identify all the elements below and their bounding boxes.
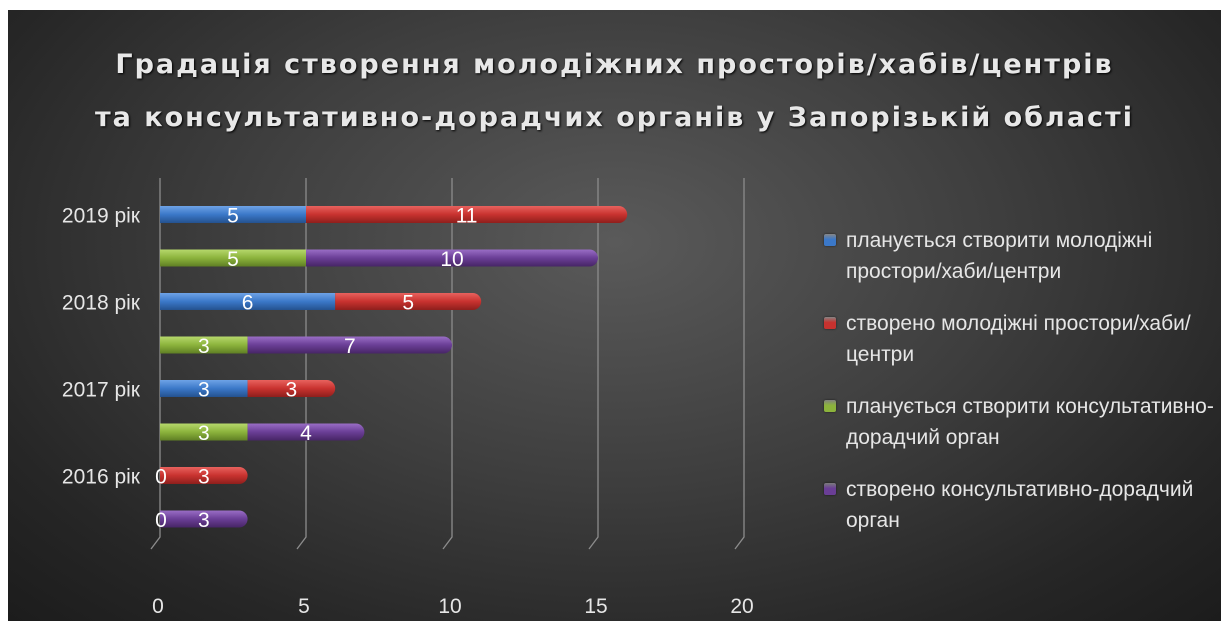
- legend: планується створити молодіжні простори/х…: [820, 225, 1220, 557]
- data-label-2-0: 6: [242, 292, 254, 315]
- bar-segment-0-0: [160, 206, 306, 223]
- data-label-2-1: 5: [402, 292, 414, 315]
- data-label-4-0: 3: [198, 379, 210, 402]
- bars: [160, 206, 628, 528]
- category-label-1: 2018 рік: [62, 292, 141, 315]
- x-tick-label-2: 10: [438, 595, 461, 618]
- legend-swatch-1: [824, 317, 836, 329]
- gridline-1: [296, 178, 307, 550]
- x-tick-label-3: 15: [584, 595, 607, 618]
- gridline-4: [734, 178, 745, 550]
- bar-segment-5-0: [160, 423, 248, 441]
- bar-segment-2-0: [160, 293, 336, 310]
- value-axis: 0 5 10 15 20: [152, 595, 754, 618]
- legend-item-3: створено консультативно-дорадчий орган: [820, 474, 1220, 536]
- gridline-3: [588, 178, 599, 550]
- data-labels: 5 115 106 53 73 33 40 30 3: [155, 205, 477, 533]
- data-label-0-0: 5: [227, 205, 239, 228]
- data-label-3-1: 7: [344, 335, 356, 358]
- data-label-1-0: 5: [227, 248, 239, 271]
- chart-title-line-2: та консультативно-дорадчих органів у Зап…: [95, 102, 1134, 133]
- gridline-2: [442, 178, 453, 550]
- legend-item-0: планується створити молодіжні простори/х…: [820, 225, 1220, 287]
- legend-item-1: створено молодіжні простори/хаби/центри: [820, 308, 1220, 370]
- data-label-0-1: 11: [456, 205, 478, 228]
- category-label-0: 2019 рік: [62, 205, 141, 228]
- legend-swatch-2: [824, 400, 836, 412]
- gridline-0: [150, 178, 161, 550]
- bar-segment-3-0: [160, 336, 248, 354]
- data-label-5-1: 4: [300, 422, 312, 445]
- data-label-3-0: 3: [198, 335, 210, 358]
- chart-title-line-1: Градація створення молодіжних просторів/…: [115, 49, 1114, 80]
- data-label-4-1: 3: [286, 379, 298, 402]
- bar-segment-7-1: [160, 510, 248, 528]
- category-label-2: 2017 рік: [62, 379, 141, 402]
- category-label-3: 2016 рік: [62, 466, 141, 489]
- bar-segment-6-1: [160, 467, 248, 484]
- chart-panel: Градація створення молодіжних просторів/…: [8, 10, 1221, 621]
- legend-label-0: планується створити молодіжні простори/х…: [846, 229, 1153, 283]
- data-label-7-1: 3: [198, 509, 210, 532]
- legend-swatch-0: [824, 234, 836, 246]
- data-label-5-0: 3: [198, 422, 210, 445]
- bar-segment-2-1: [335, 293, 482, 310]
- legend-item-2: планується створити консультативно-дорад…: [820, 391, 1220, 453]
- data-label-7-0: 0: [155, 509, 167, 532]
- bar-segment-3-1: [247, 336, 452, 354]
- bar-segment-5-1: [247, 423, 365, 441]
- bar-segment-1-0: [160, 249, 306, 267]
- legend-label-2: планується створити консультативно-дорад…: [846, 395, 1214, 449]
- data-label-6-1: 3: [198, 466, 210, 489]
- data-label-6-0: 0: [155, 466, 167, 489]
- data-label-1-1: 10: [440, 248, 463, 271]
- x-tick-label-0: 0: [152, 595, 164, 618]
- gridlines: [150, 178, 745, 550]
- bar-segment-4-0: [160, 380, 248, 397]
- bar-segment-4-1: [247, 380, 336, 397]
- legend-label-3: створено консультативно-дорадчий орган: [846, 478, 1194, 532]
- category-axis: 2019 рік 2018 рік 2017 рік 2016 рік: [62, 205, 141, 489]
- legend-swatch-3: [824, 483, 836, 495]
- x-tick-label-4: 20: [730, 595, 753, 618]
- x-tick-label-1: 5: [298, 595, 310, 618]
- bar-segment-1-1: [306, 249, 598, 267]
- bar-segment-0-1: [306, 206, 628, 223]
- legend-label-1: створено молодіжні простори/хаби/центри: [846, 312, 1191, 366]
